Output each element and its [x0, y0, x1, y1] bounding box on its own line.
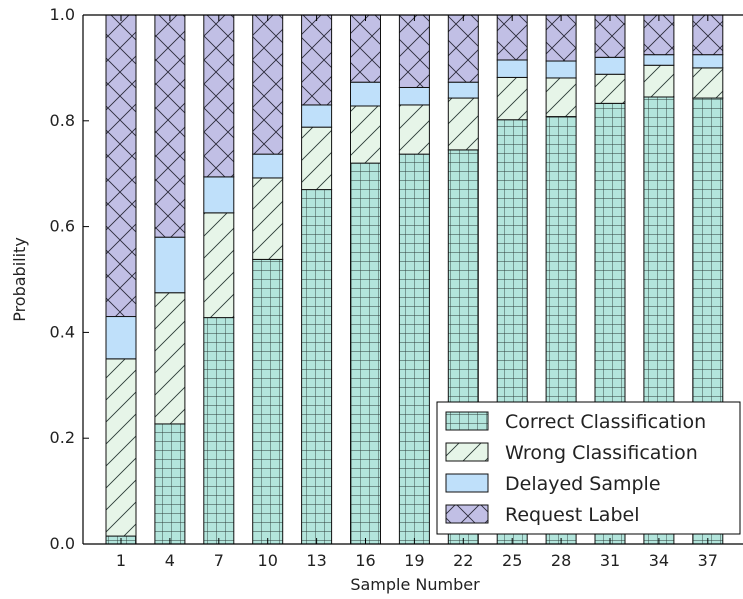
bar-segment-1-series-1	[105, 358, 137, 537]
x-tick-label: 19	[404, 551, 424, 570]
y-tick-label: 0.0	[50, 534, 75, 553]
bar-segment-25-series-2	[496, 59, 528, 78]
bar-segment-19-series-1	[398, 104, 430, 155]
bar-segment-34-series-1	[643, 64, 675, 98]
y-tick-label: 0.4	[50, 322, 75, 341]
bar-segment-37-series-1	[692, 67, 724, 99]
bar-segment-4-series-2	[154, 236, 186, 294]
bar-segment-16-series-3	[350, 14, 381, 83]
bar-segment-4-series-0	[154, 423, 186, 545]
x-tick-label: 1	[116, 551, 126, 570]
bar-segment-25-series-3	[496, 14, 528, 61]
bar-segment-13-series-3	[301, 14, 333, 106]
bar-segment-19-series-0	[398, 153, 430, 545]
x-tick-label: 34	[649, 551, 669, 570]
x-axis-label: Sample Number	[350, 575, 480, 594]
bar-segment-4-series-3	[154, 14, 186, 238]
x-tick-label: 13	[306, 551, 326, 570]
bar-segment-28-series-1	[545, 77, 577, 118]
bar-segment-13-series-2	[301, 104, 333, 128]
x-tick-label: 22	[453, 551, 473, 570]
plot-area	[105, 14, 724, 545]
bar-segment-13-series-1	[301, 126, 333, 191]
bar-segment-22-series-3	[447, 14, 479, 83]
legend: Correct Classification Wrong Classificati…	[436, 401, 741, 535]
y-tick-label: 0.2	[50, 428, 75, 447]
legend-swatch-0	[445, 411, 489, 431]
bar-segment-19-series-3	[398, 14, 430, 88]
bar-segment-10-series-3	[252, 14, 284, 155]
bar-segment-7-series-0	[203, 317, 235, 545]
bar-segment-7-series-2	[203, 176, 235, 214]
legend-label-3: Request Label	[505, 504, 639, 526]
x-tick-label: 31	[600, 551, 620, 570]
bar-segment-37-series-2	[692, 54, 724, 69]
bar-segment-1-series-2	[105, 316, 137, 360]
x-tick-label: 28	[551, 551, 571, 570]
axes: 0.0 0.2 0.4 0.6 0.8 1.0 1 4 7 10 13 16 19 22 25 28 31 34 3…	[10, 5, 743, 594]
bar-segment-31-series-3	[594, 14, 626, 58]
bar-segment-1-series-3	[105, 14, 137, 318]
legend-swatch-2	[445, 473, 489, 493]
bar-segment-37-series-3	[692, 14, 724, 56]
legend-label-0: Correct Classification	[505, 411, 706, 433]
bar-segment-10-series-1	[252, 177, 284, 260]
bar-segment-31-series-2	[594, 56, 626, 75]
legend-label-2: Delayed Sample	[505, 473, 661, 495]
bar-segment-16-series-0	[350, 162, 381, 545]
bar-segment-7-series-3	[203, 14, 235, 178]
bar-segment-28-series-2	[545, 60, 577, 79]
x-tick-label: 10	[258, 551, 278, 570]
bar-segment-10-series-2	[252, 153, 284, 179]
bar-segment-16-series-2	[350, 81, 381, 107]
bar-segment-31-series-1	[594, 73, 626, 104]
bar-segment-19-series-2	[398, 86, 430, 106]
bar-segment-34-series-2	[643, 54, 675, 66]
x-tick-label: 25	[502, 551, 522, 570]
bar-segment-16-series-1	[350, 105, 381, 164]
bar-segment-28-series-3	[545, 14, 577, 62]
bar-segment-10-series-0	[252, 258, 284, 545]
bar-segment-22-series-1	[447, 97, 479, 151]
y-axis-label: Probability	[10, 237, 29, 322]
legend-swatch-1	[445, 442, 489, 462]
bar-segment-34-series-3	[643, 14, 675, 56]
bar-segment-22-series-2	[447, 81, 479, 99]
legend-label-1: Wrong Classification	[505, 442, 698, 464]
bar-segment-7-series-1	[203, 212, 235, 319]
y-tick-label: 0.6	[50, 217, 75, 236]
bar-segment-13-series-0	[301, 189, 333, 545]
x-tick-label: 7	[214, 551, 224, 570]
x-tick-label: 37	[698, 551, 718, 570]
x-tick-label: 4	[165, 551, 175, 570]
legend-swatch-3	[445, 504, 489, 524]
y-tick-label: 1.0	[50, 5, 75, 24]
bar-segment-4-series-1	[154, 292, 186, 425]
x-tick-label: 16	[355, 551, 375, 570]
bar-segment-25-series-1	[496, 76, 528, 121]
y-tick-label: 0.8	[50, 111, 75, 130]
